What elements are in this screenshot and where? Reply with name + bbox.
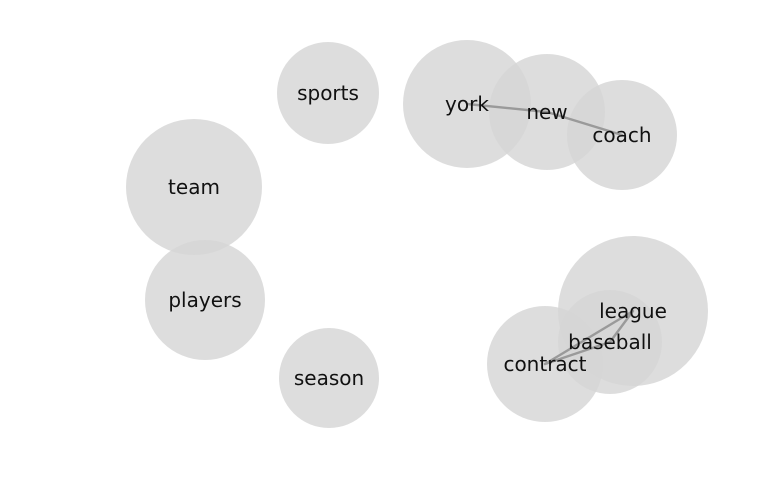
node-labels: sports york new coach team players season leagu… [168,81,667,390]
node-label-coach: coach [592,123,651,147]
node-label-sports: sports [297,81,359,105]
node-circle-team [126,119,262,255]
node-label-york: york [445,92,489,116]
node-circle-season [279,328,379,428]
node-label-baseball: baseball [568,330,652,354]
node-label-team: team [168,175,220,199]
node-label-contract: contract [503,352,586,376]
edge-baseball-contract [543,340,612,366]
node-circle-players [145,240,265,360]
node-circle-sports [277,42,379,144]
node-label-league: league [599,299,667,323]
edge-york-new [465,102,549,114]
edge-league-contract [543,309,635,366]
node-label-new: new [526,100,567,124]
node-label-season: season [294,366,364,390]
node-label-players: players [168,288,241,312]
edge-lines [465,102,635,366]
edge-new-coach [545,110,624,137]
node-circles [126,40,708,428]
edge-league-baseball [608,309,635,344]
